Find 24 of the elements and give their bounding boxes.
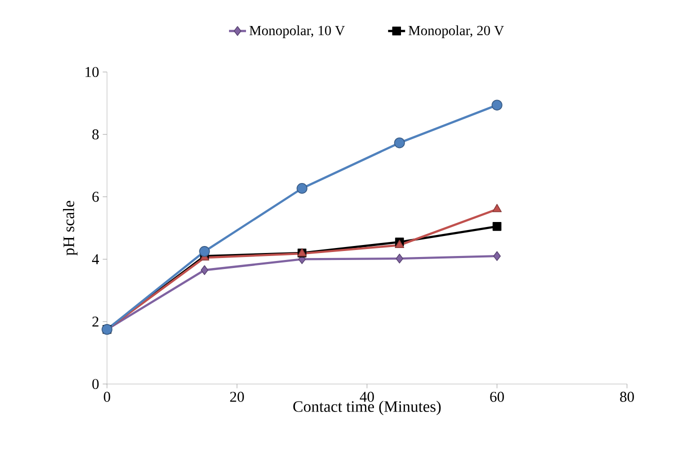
point — [492, 204, 502, 212]
y-tick-label: 0 — [92, 378, 99, 390]
point — [394, 137, 405, 148]
x-tick-label: 0 — [104, 392, 110, 402]
point — [200, 265, 208, 275]
point — [396, 254, 404, 264]
point — [296, 182, 308, 194]
y-tick-label: 2 — [92, 316, 98, 327]
x-tick-label: 20 — [230, 392, 244, 402]
legend-label: Monopolar, 20 V — [408, 25, 504, 38]
x-tick-label: 80 — [620, 392, 634, 402]
point — [199, 246, 210, 257]
y-axis-title: pH scale — [62, 200, 78, 256]
x-axis-title: Contact time (Minutes) — [293, 400, 441, 416]
y-tick-label: 8 — [92, 129, 99, 140]
x-tick-label: 40 — [360, 392, 374, 402]
y-tick-label: 4 — [92, 254, 99, 264]
x-tick-label: 60 — [490, 392, 504, 402]
point — [493, 251, 501, 261]
y-tick-label: 10 — [86, 66, 99, 78]
point — [492, 222, 502, 231]
point — [492, 100, 502, 110]
legend-label: Monopolar, 10 V — [250, 25, 345, 38]
y-tick-label: 6 — [92, 192, 99, 202]
